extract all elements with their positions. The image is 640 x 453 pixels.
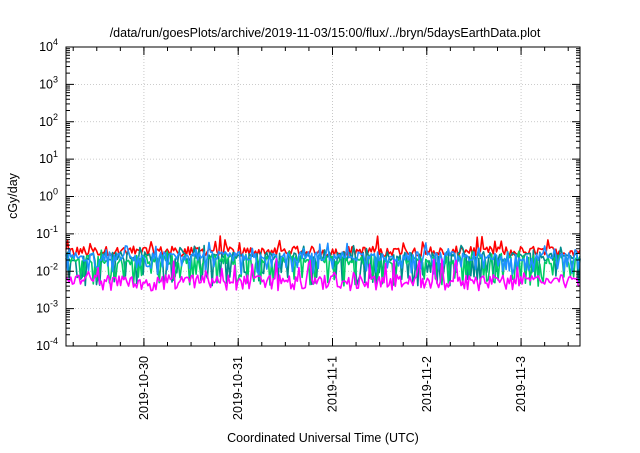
series-line <box>65 241 581 276</box>
x-tick-label: 2019-10-30 <box>137 356 151 420</box>
series-line <box>65 235 581 258</box>
y-tick-label: 10-1 <box>36 224 58 241</box>
x-axis-label: Coordinated Universal Time (UTC) <box>227 431 419 445</box>
y-tick-label: 10-4 <box>36 336 58 353</box>
plot-area <box>65 235 581 292</box>
y-axis-label: cGy/day <box>6 172 20 219</box>
chart-title: /data/run/goesPlots/archive/2019-11-03/1… <box>110 26 541 40</box>
y-tick-label: 10-3 <box>36 299 58 316</box>
plot-frame <box>65 46 581 347</box>
y-tick-label: 10-2 <box>36 261 58 278</box>
x-tick-label: 2019-11-1 <box>325 356 339 412</box>
y-tick-label: 102 <box>39 112 58 129</box>
y-tick-label: 100 <box>39 187 58 204</box>
series-line <box>65 258 581 292</box>
y-tick-label: 103 <box>39 74 58 91</box>
axes: 10-4 10-3 10-2 10-1 100 101 102 103 104 2019-10-3… <box>36 37 580 420</box>
x-tick-label: 2019-11-2 <box>420 356 434 412</box>
x-tick-label: 2019-11-3 <box>514 356 528 412</box>
grid <box>66 47 580 346</box>
x-tick-label: 2019-10-31 <box>231 356 245 420</box>
y-tick-label: 101 <box>39 149 58 166</box>
y-tick-label: 104 <box>39 37 58 54</box>
